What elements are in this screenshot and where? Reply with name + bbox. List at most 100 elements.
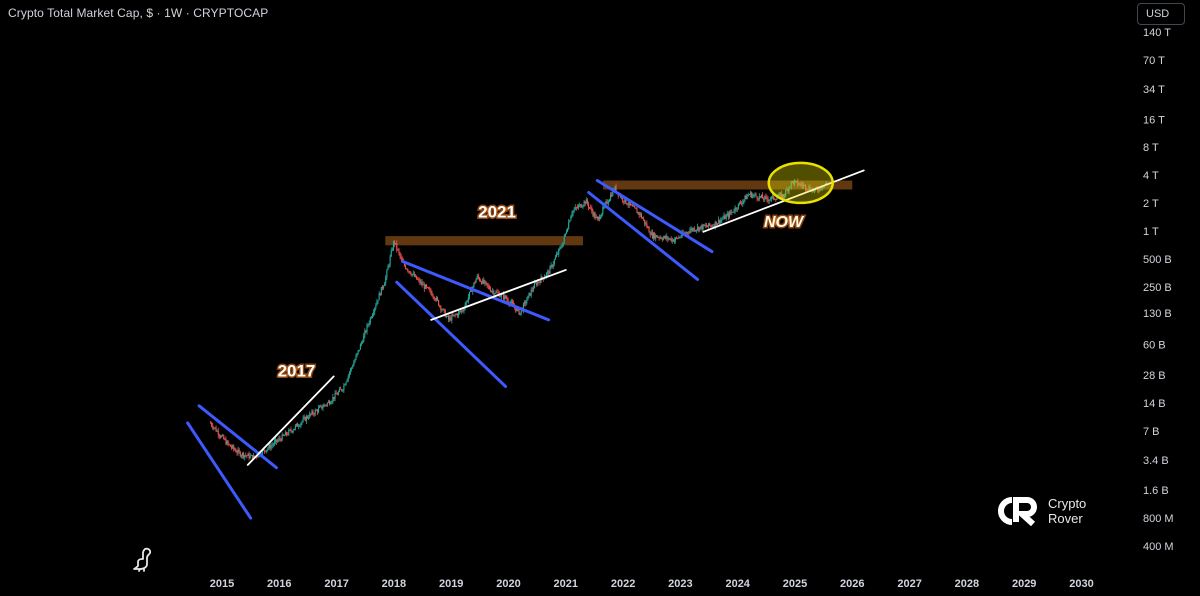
candle-body [362,342,364,343]
blue-trendline [595,179,714,254]
candle-body [438,300,440,306]
candle-body [341,389,343,391]
candle-body [363,335,365,343]
y-tick-label: 1 T [1143,226,1159,238]
candle-body [596,217,598,219]
candle-body [497,292,499,294]
candle-body [690,228,692,231]
candle-body [340,388,342,390]
candle-body [797,180,799,185]
resistance-zone [603,180,853,190]
candle-body [269,444,271,449]
candle-body [563,236,565,242]
candle-body [677,237,679,239]
candle-body [766,197,768,200]
candle-body [654,233,656,239]
candle-body [776,197,778,200]
candle-body [529,293,531,296]
candle-body [582,205,584,207]
resistance-zone [385,236,583,246]
candle-body [486,282,488,286]
candle-body [481,281,483,284]
candle-body [501,294,504,295]
candle-body [291,431,293,432]
candle-body [388,264,390,267]
candle-body [379,293,381,296]
candle-body [625,198,627,204]
candle-body [279,438,281,440]
candle-body [629,202,631,205]
currency-selector-button[interactable]: USD [1137,3,1185,25]
candle-body [238,449,240,452]
candle-body [796,180,798,182]
candle-body [789,186,791,188]
candle-body [558,248,560,255]
candle-body [759,195,761,198]
x-tick-label: 2020 [496,578,520,590]
candle-body [601,213,603,217]
candle-body [623,200,625,203]
y-tick-label: 1.6 B [1143,485,1169,497]
x-tick-label: 2015 [210,578,234,590]
candle-body [389,256,391,265]
candle-body [399,252,401,257]
candle-body [573,209,575,211]
candle-body [575,207,577,209]
candle-body [721,219,723,220]
candle-body [292,430,294,432]
candle-body [746,195,748,200]
candle-body [511,301,514,304]
candle-body [506,298,508,300]
y-tick-label: 250 B [1143,282,1172,294]
candle-body [698,226,700,231]
candle-body [708,223,710,227]
candle-body [705,225,707,227]
candle-body [295,423,298,426]
candle-body [757,198,759,200]
candle-body [477,275,479,278]
candle-body [753,194,755,196]
candle-body [487,285,489,287]
candle-body [731,211,733,213]
candle-body [463,309,465,311]
candle-body [736,208,738,210]
dinosaur-icon [133,547,152,572]
candle-body [277,440,279,442]
y-tick-label: 7 B [1143,426,1160,438]
y-tick-label: 28 B [1143,370,1166,382]
candle-body [572,210,574,214]
candle-body [733,211,735,213]
candle-body [818,190,820,192]
candle-body [281,434,283,441]
candle-body [241,452,244,456]
candle-body [726,213,728,216]
candle-body [392,241,395,250]
candle-body [668,238,670,240]
candle-body [709,223,711,226]
candle-body [792,180,795,184]
candle-body [590,207,592,209]
candle-body [738,202,741,204]
trendlines [186,169,865,520]
y-tick-label: 3.4 B [1143,455,1169,467]
candle-body [342,389,344,391]
candle-body [821,187,823,189]
candle-body [701,225,703,230]
candle-body [271,445,273,446]
candle-body [644,219,646,224]
candle-body [541,276,543,279]
candle-body [336,394,338,396]
candle-body [802,185,804,187]
candle-body [801,184,803,187]
candle-body [251,455,253,460]
candle-body [769,199,771,200]
candle-body [499,296,501,298]
candle-body [322,407,324,409]
candle-body [778,194,780,197]
candle-body [565,231,568,234]
candle-body [585,199,587,204]
candle-body [364,330,366,336]
candle-body [798,184,800,186]
candle-body [507,299,509,303]
